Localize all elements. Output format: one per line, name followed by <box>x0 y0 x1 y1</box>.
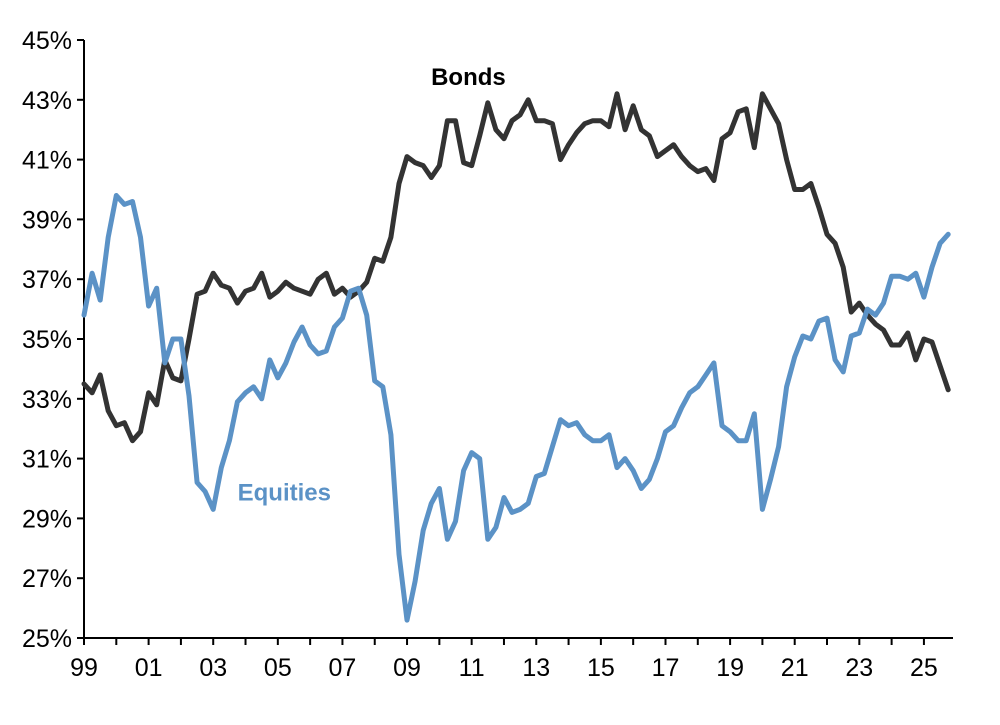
y-tick-label: 45% <box>22 27 72 55</box>
y-tick-label: 33% <box>22 386 72 414</box>
x-tick-label: 19 <box>716 654 744 682</box>
series-label-bonds: Bonds <box>431 64 506 91</box>
x-tick-label: 23 <box>845 654 873 682</box>
y-axis: 25% 27% 29% 31% 33% 35% 37% 39% 41% 43% 45% <box>22 27 85 653</box>
x-tick-label: 17 <box>652 654 680 682</box>
x-tick-label: 11 <box>459 654 485 682</box>
series-line-bonds <box>81 91 951 444</box>
x-tick-label: 13 <box>522 654 550 682</box>
y-tick-label: 35% <box>22 326 72 354</box>
x-tick-label: 25 <box>910 654 938 682</box>
y-tick-label: 25% <box>22 625 72 653</box>
y-tick-label: 31% <box>22 446 72 474</box>
x-tick-label: 21 <box>781 654 809 682</box>
y-tick-label: 27% <box>22 565 72 593</box>
x-tick-label: 99 <box>70 654 98 682</box>
x-tick-label: 07 <box>329 654 357 682</box>
y-tick-label: 29% <box>22 505 72 533</box>
annotation-group: Bonds Equities <box>238 64 506 507</box>
series-label-equities: Equities <box>238 479 331 506</box>
x-tick-label: 05 <box>264 654 292 682</box>
x-tick-label: 01 <box>135 654 163 682</box>
y-tick-label: 39% <box>22 206 72 234</box>
series-line-equities <box>81 193 951 623</box>
series-group <box>81 91 951 623</box>
x-axis: 99 01 03 05 07 09 11 13 15 17 19 21 23 25 <box>70 637 953 682</box>
y-tick-label: 37% <box>22 266 72 294</box>
y-tick-label: 41% <box>22 147 72 175</box>
x-tick-label: 09 <box>393 654 421 682</box>
x-tick-label: 03 <box>199 654 227 682</box>
y-tick-label: 43% <box>22 87 72 115</box>
x-tick-label: 15 <box>587 654 615 682</box>
